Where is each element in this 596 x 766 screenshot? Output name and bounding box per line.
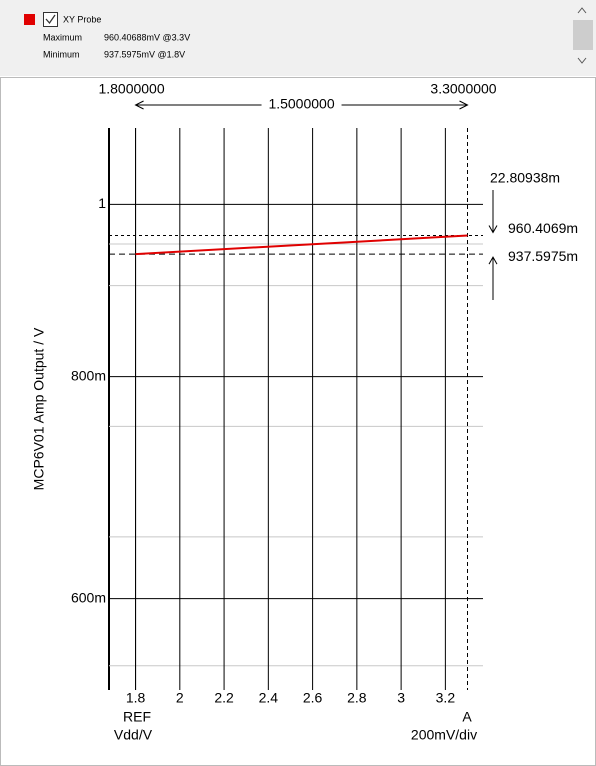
x-tick-label: 2 [176,690,184,706]
scroll-up[interactable] [577,7,587,14]
x-tick-label: 3.2 [436,690,456,706]
x-tick-label: 3 [397,690,405,706]
legend-swatch [24,14,35,25]
legend-name: XY Probe [63,14,101,24]
x-tick-label: 1.8 [126,690,146,706]
y-scale-label: 200mV/div [411,727,477,743]
y-tick-label: 800m [71,367,106,383]
dx-label-bg [261,97,342,113]
y-ref-label: A [462,709,472,725]
legend-min-label: Minimum [43,49,80,59]
cursor-y-label: 960.4069m [508,220,578,236]
x-tick-label: 2.8 [347,690,367,706]
scroll-down[interactable] [577,57,587,64]
legend-max-label: Maximum [43,32,82,42]
legend-min-value: 937.5975mV @1.8V [104,49,185,59]
dy-arrow-up [488,256,498,300]
y-axis-label: MCP6V01 Amp Output / V [31,327,47,490]
cursor-y-label: 937.5975m [508,248,578,264]
x-tick-label: 2.6 [303,690,323,706]
check-mark [45,14,56,25]
x-ref-label: REF [123,709,151,725]
cursor-x-label: 1.8000000 [98,81,164,97]
x-unit-label: Vdd/V [114,727,153,743]
legend-max-value: 960.40688mV @3.3V [104,32,190,42]
cursor-x-label: 3.3000000 [430,81,496,97]
y-tick-label: 600m [71,589,106,605]
x-tick-label: 2.2 [214,690,234,706]
dx-label: 1.5000000 [268,96,334,112]
scroll-thumb[interactable] [573,20,593,50]
y-tick-label: 1 [98,195,106,211]
dy-arrow-down [488,190,498,234]
x-tick-label: 2.4 [259,690,279,706]
legend-panel [0,0,596,76]
dy-label: 22.80938m [490,170,560,186]
data-line [135,234,468,256]
